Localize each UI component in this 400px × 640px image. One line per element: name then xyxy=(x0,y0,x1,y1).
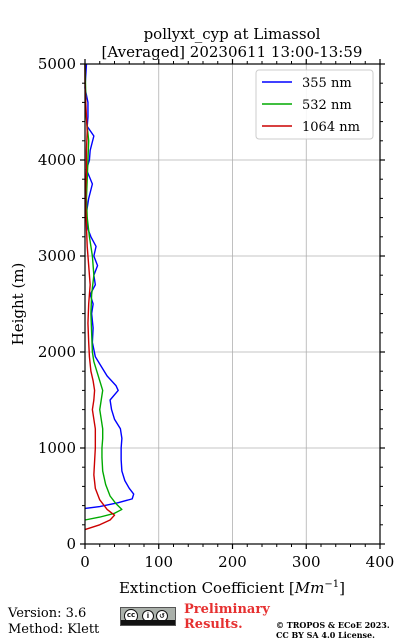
preliminary-line1: Preliminary xyxy=(184,602,270,617)
copyright-line2: CC BY SA 4.0 License. xyxy=(276,630,375,640)
preliminary-line2: Results. xyxy=(184,617,243,632)
x-tick-label: 400 xyxy=(366,553,395,571)
version-text: Version: 3.6 xyxy=(8,606,87,621)
method-text: Method: Klett xyxy=(8,622,100,637)
y-tick-label: 4000 xyxy=(38,151,76,169)
y-tick-label: 0 xyxy=(66,535,76,553)
legend: 355 nm 532 nm 1064 nm xyxy=(255,69,374,140)
preliminary-results-note: Preliminary Results. xyxy=(184,602,270,632)
y-axis-label: Height (m) xyxy=(9,263,27,346)
y-tick-label: 1000 xyxy=(38,439,76,457)
series-group xyxy=(84,63,135,531)
cc-badge-bar xyxy=(121,620,175,625)
legend-box xyxy=(255,69,374,140)
y-tick-label: 2000 xyxy=(38,343,76,361)
series-line-532-nm xyxy=(84,63,123,521)
copyright-line1: © TROPOS & ECoE 2023. xyxy=(276,620,390,630)
series-line-1064-nm xyxy=(84,64,116,531)
cc-license-badge-icon: cc i ↺ xyxy=(120,607,176,626)
x-tick-label: 100 xyxy=(144,553,173,571)
chart-title-line2: [Averaged] 20230611 13:00-13:59 xyxy=(102,43,363,61)
legend-label-532: 532 nm xyxy=(302,98,352,113)
x-tick-label: 200 xyxy=(218,553,247,571)
y-tick-label: 5000 xyxy=(38,55,76,73)
x-tick-label: 300 xyxy=(292,553,321,571)
copyright-notice: © TROPOS & ECoE 2023. CC BY SA 4.0 Licen… xyxy=(276,620,390,640)
axis-ticks xyxy=(80,59,385,549)
series-line-355-nm xyxy=(84,63,135,510)
x-axis-label: Extinction Coefficient [Mm−1] xyxy=(119,579,345,597)
footer-version-method: Version: 3.6 Method: Klett xyxy=(8,606,99,638)
chart-title-line1: pollyxt_cyp at Limassol xyxy=(144,25,321,43)
legend-label-355: 355 nm xyxy=(302,76,352,91)
legend-label-1064: 1064 nm xyxy=(302,120,360,135)
x-tick-label: 0 xyxy=(80,553,90,571)
y-tick-label: 3000 xyxy=(38,247,76,265)
